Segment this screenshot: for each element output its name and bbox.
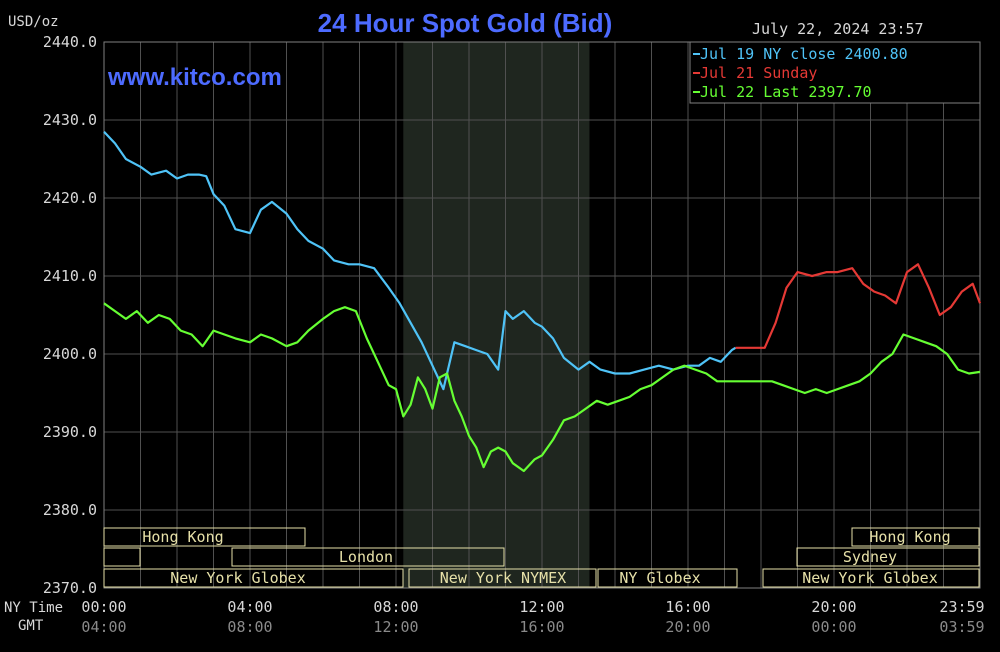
ny-time-label: NY Time (4, 600, 63, 616)
x-tick-label-ny: 08:00 (373, 598, 418, 616)
x-tick-label-gmt: 08:00 (227, 618, 272, 636)
session-box-ny-globex-1 (103, 568, 404, 588)
legend: Jul 19 NY close 2400.80 Jul 21 Sunday Ju… (689, 41, 981, 104)
series-line-1 (735, 263, 982, 349)
x-tick-label-ny: 12:00 (519, 598, 564, 616)
watermark: www.kitco.com (107, 64, 282, 91)
legend-item-jul22: Jul 22 Last 2397.70 (700, 83, 872, 101)
x-tick-label-gmt: 12:00 (373, 618, 418, 636)
session-box-hong-kong-1 (103, 527, 306, 547)
session-box-ny-globex-3 (762, 568, 980, 588)
x-tick-label-gmt: 03:59 (939, 618, 984, 636)
session-ny-globex-2: NY Globex (619, 569, 700, 587)
x-axis: 00:00 04:00 04:00 08:00 08:00 12:00 12:00 16:00… (81, 598, 984, 636)
session-box-london-pre (103, 547, 141, 567)
y-tick-label: 2380.0 (43, 501, 97, 519)
x-tick-label-gmt: 20:00 (665, 618, 710, 636)
nymex-session-shade (403, 42, 590, 588)
series-line-0 (103, 130, 737, 391)
y-tick-label: 2440.0 (43, 33, 97, 51)
session-box-london (231, 547, 505, 567)
session-box-sydney (796, 547, 980, 567)
x-tick-label-gmt: 04:00 (81, 618, 126, 636)
session-box-hong-kong-2 (851, 527, 980, 547)
chart-datetime: July 22, 2024 23:57 (752, 20, 924, 38)
session-sydney: Sydney (843, 548, 897, 566)
session-ny-nymex: New York NYMEX (440, 569, 566, 587)
x-tick-label-gmt: 00:00 (811, 618, 856, 636)
session-hong-kong-1: Hong Kong (142, 528, 223, 546)
session-hong-kong-2: Hong Kong (869, 528, 950, 546)
session-bars: Hong Kong London New York Globex New Yor… (103, 527, 980, 588)
session-box-ny-globex-2 (597, 568, 738, 588)
x-tick-label-ny: 16:00 (665, 598, 710, 616)
session-london: London (339, 548, 393, 566)
y-tick-label: 2370.0 (43, 579, 97, 597)
x-tick-label-ny: 00:00 (81, 598, 126, 616)
legend-box (689, 41, 981, 104)
legend-item-jul19: Jul 19 NY close 2400.80 (700, 45, 908, 63)
unit-label: USD/oz (8, 14, 59, 30)
y-tick-label: 2430.0 (43, 111, 97, 129)
legend-item-jul21: Jul 21 Sunday (700, 64, 817, 82)
session-ny-globex-3: New York Globex (802, 569, 937, 587)
series-lines (103, 130, 982, 473)
y-tick-label: 2410.0 (43, 267, 97, 285)
y-tick-label: 2390.0 (43, 423, 97, 441)
chart-title: 24 Hour Spot Gold (Bid) (318, 8, 613, 38)
series-line-2 (103, 302, 981, 473)
x-tick-label-gmt: 16:00 (519, 618, 564, 636)
y-tick-label: 2400.0 (43, 345, 97, 363)
x-tick-label-ny: 23:59 (939, 598, 984, 616)
gmt-label: GMT (18, 618, 44, 634)
session-box-ny-nymex (408, 568, 597, 588)
y-tick-label: 2420.0 (43, 189, 97, 207)
session-ny-globex-1: New York Globex (170, 569, 305, 587)
y-axis: 2440.0 2430.0 2420.0 2410.0 2400.0 2390.0 2380… (43, 33, 97, 597)
x-tick-label-ny: 20:00 (811, 598, 856, 616)
plot-border (103, 41, 981, 589)
x-tick-label-ny: 04:00 (227, 598, 272, 616)
